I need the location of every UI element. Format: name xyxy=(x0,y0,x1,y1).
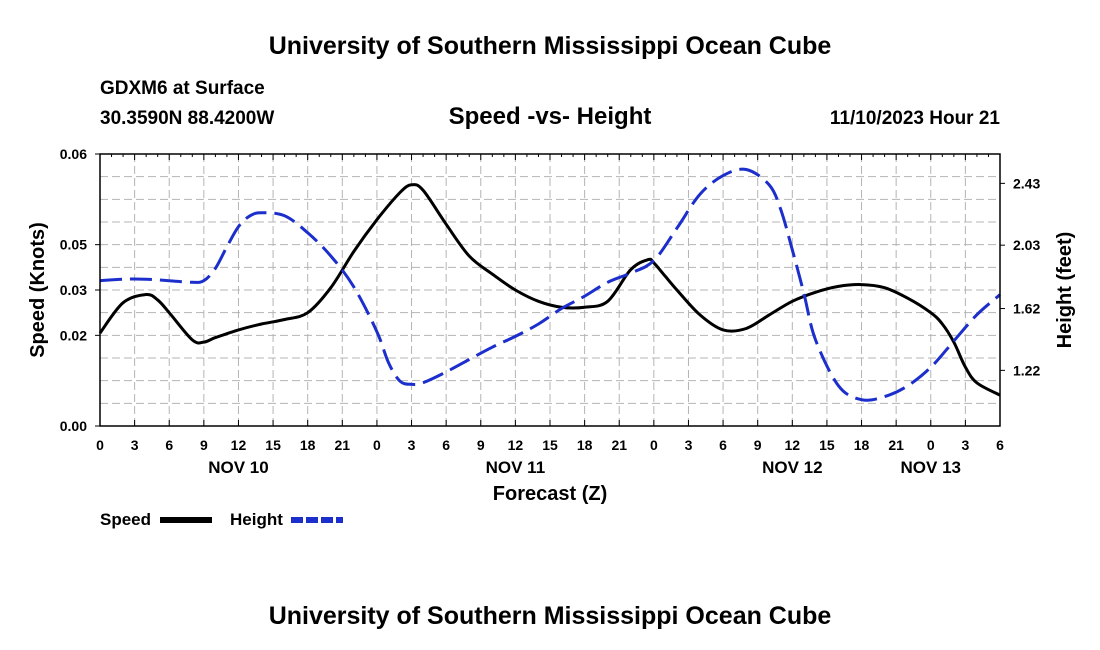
x-tick-label: 3 xyxy=(961,437,969,453)
x-tick-label: 9 xyxy=(200,437,208,453)
series-layer xyxy=(98,167,1001,402)
x-tick-label: 3 xyxy=(685,437,693,453)
page-title: University of Southern Mississippi Ocean… xyxy=(269,32,832,60)
x-tick-label: 12 xyxy=(231,437,247,453)
y-axis-left-label: Speed (Knots) xyxy=(27,222,49,358)
issued-datetime: 11/10/2023 Hour 21 xyxy=(830,108,1000,129)
x-tick-label: 12 xyxy=(785,437,801,453)
axis-ticks: 0 3 6 9 12 15 18 21 0 3 6 9 12 15 18 21 0 3 6 9 12 15 18 21 0 3 6 N… xyxy=(60,146,1041,477)
x-tick-label: 18 xyxy=(854,437,870,453)
x-tick-label: 21 xyxy=(888,437,904,453)
y-left-tick-label: 0.06 xyxy=(60,146,87,162)
x-tick-label: 3 xyxy=(131,437,139,453)
chart-title: Speed -vs- Height xyxy=(449,103,652,130)
x-tick-label: 21 xyxy=(611,437,627,453)
x-tick-label: 0 xyxy=(927,437,935,453)
day-label: NOV 11 xyxy=(486,458,546,477)
day-label: NOV 12 xyxy=(762,458,822,477)
legend-speed-label: Speed xyxy=(100,510,151,529)
x-tick-label: 0 xyxy=(96,437,104,453)
y-right-tick-label: 1.22 xyxy=(1013,362,1040,378)
x-tick-label: 18 xyxy=(577,437,593,453)
y-left-tick-label: 0.03 xyxy=(60,282,87,298)
x-tick-label: 6 xyxy=(442,437,450,453)
y-left-tick-label: 0.02 xyxy=(60,327,87,343)
station-label: GDXM6 at Surface xyxy=(100,78,265,99)
day-label: NOV 10 xyxy=(208,458,268,477)
station-coordinates: 30.3590N 88.4200W xyxy=(100,108,274,129)
y-right-tick-label: 1.62 xyxy=(1013,301,1040,317)
plot-frame xyxy=(99,153,1001,427)
x-tick-label: 9 xyxy=(477,437,485,453)
footer-title: University of Southern Mississippi Ocean… xyxy=(269,602,832,630)
grid xyxy=(100,154,1000,426)
series-line-height xyxy=(99,167,1001,402)
x-tick-label: 15 xyxy=(819,437,835,453)
x-tick-label: 15 xyxy=(265,437,281,453)
day-label: NOV 13 xyxy=(901,458,961,477)
x-tick-label: 21 xyxy=(335,437,351,453)
x-tick-label: 18 xyxy=(300,437,316,453)
y-left-tick-label: 0.00 xyxy=(60,418,87,434)
x-tick-label: 6 xyxy=(165,437,173,453)
x-tick-label: 12 xyxy=(508,437,524,453)
x-tick-label: 3 xyxy=(408,437,416,453)
x-tick-label: 6 xyxy=(996,437,1004,453)
legend: Speed Height xyxy=(100,510,343,529)
y-axis-right-label: Height (feet) xyxy=(1054,232,1076,349)
x-tick-label: 0 xyxy=(373,437,381,453)
x-axis-label: Forecast (Z) xyxy=(493,483,607,505)
x-tick-label: 0 xyxy=(650,437,658,453)
y-right-tick-label: 2.43 xyxy=(1013,175,1040,191)
x-tick-label: 15 xyxy=(542,437,558,453)
legend-height-label: Height xyxy=(230,510,283,529)
x-tick-label: 6 xyxy=(719,437,727,453)
x-tick-label: 9 xyxy=(754,437,762,453)
y-right-tick-label: 2.03 xyxy=(1013,237,1040,253)
y-left-tick-label: 0.05 xyxy=(60,237,87,253)
